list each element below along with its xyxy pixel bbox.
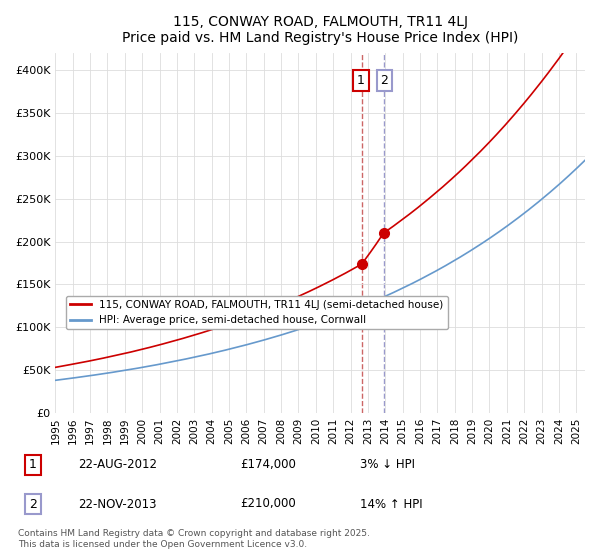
Text: 14% ↑ HPI: 14% ↑ HPI xyxy=(360,497,422,511)
Text: 2: 2 xyxy=(380,74,388,87)
Title: 115, CONWAY ROAD, FALMOUTH, TR11 4LJ
Price paid vs. HM Land Registry's House Pri: 115, CONWAY ROAD, FALMOUTH, TR11 4LJ Pri… xyxy=(122,15,518,45)
Text: 3% ↓ HPI: 3% ↓ HPI xyxy=(360,458,415,472)
Text: 2: 2 xyxy=(29,497,37,511)
Text: £210,000: £210,000 xyxy=(240,497,296,511)
Text: 1: 1 xyxy=(357,74,365,87)
Text: 22-AUG-2012: 22-AUG-2012 xyxy=(78,458,157,472)
Text: Contains HM Land Registry data © Crown copyright and database right 2025.
This d: Contains HM Land Registry data © Crown c… xyxy=(18,529,370,549)
Text: £174,000: £174,000 xyxy=(240,458,296,472)
Text: 22-NOV-2013: 22-NOV-2013 xyxy=(78,497,157,511)
Text: 1: 1 xyxy=(29,458,37,472)
Legend: 115, CONWAY ROAD, FALMOUTH, TR11 4LJ (semi-detached house), HPI: Average price, : 115, CONWAY ROAD, FALMOUTH, TR11 4LJ (se… xyxy=(66,296,448,329)
